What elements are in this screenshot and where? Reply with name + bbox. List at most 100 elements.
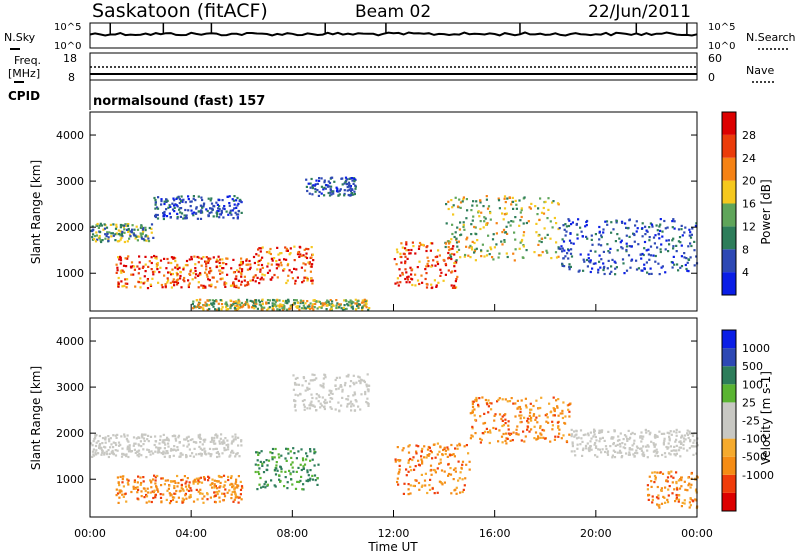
heatmap-cell <box>561 409 564 412</box>
heatmap-cell <box>312 379 315 382</box>
heatmap-cell <box>247 306 250 309</box>
heatmap-cell <box>668 452 671 455</box>
heatmap-cell <box>163 215 166 218</box>
heatmap-cell <box>150 261 153 265</box>
heatmap-cell <box>344 176 348 179</box>
heatmap-cell <box>127 479 130 482</box>
heatmap-cell <box>204 286 207 289</box>
heatmap-cell <box>497 398 500 401</box>
heatmap-cell <box>439 274 442 277</box>
heatmap-cell <box>330 185 333 188</box>
heatmap-cell <box>135 225 138 228</box>
heatmap-cell <box>180 200 183 203</box>
heatmap-cell <box>208 299 211 302</box>
heatmap-cell <box>336 187 339 190</box>
heatmap-cell <box>485 401 488 405</box>
heatmap-cell <box>100 240 103 244</box>
heatmap-cell <box>611 456 614 459</box>
heatmap-cell <box>361 305 364 308</box>
heatmap-cell <box>136 450 139 454</box>
heatmap-cell <box>474 259 477 262</box>
heatmap-cell <box>583 260 586 263</box>
heatmap-cell <box>185 497 188 500</box>
heatmap-cell <box>540 396 543 399</box>
heatmap-cell <box>439 461 442 464</box>
heatmap-cell <box>187 489 190 492</box>
heatmap-cell <box>117 276 120 280</box>
heatmap-cell <box>632 442 636 445</box>
heatmap-cell <box>300 468 303 472</box>
heatmap-cell <box>361 306 364 309</box>
heatmap-cell <box>332 192 335 195</box>
heatmap-cell <box>101 437 105 440</box>
heatmap-cell <box>514 216 517 219</box>
heatmap-cell <box>232 281 235 284</box>
heatmap-cell <box>625 234 628 237</box>
heatmap-cell <box>647 498 650 501</box>
heatmap-cell <box>520 399 523 402</box>
heatmap-cell <box>315 179 318 182</box>
heatmap-cell <box>352 182 355 185</box>
heatmap-cell <box>343 308 346 311</box>
heatmap-cell <box>110 232 113 235</box>
heatmap-cell <box>275 305 278 308</box>
y-tick-label: 1000 <box>56 473 84 486</box>
heatmap-cell <box>571 221 574 224</box>
heatmap-cell <box>559 412 562 415</box>
heatmap-cell <box>624 443 627 446</box>
heatmap-cell <box>612 436 615 439</box>
heatmap-cell <box>95 224 98 227</box>
heatmap-cell <box>173 485 176 488</box>
heatmap-cell <box>666 498 669 501</box>
heatmap-cell <box>293 245 296 248</box>
heatmap-cell <box>450 284 453 287</box>
heatmap-cell <box>232 438 235 441</box>
heatmap-cell <box>218 216 221 219</box>
heatmap-cell <box>317 400 320 403</box>
heatmap-cell <box>353 180 356 183</box>
heatmap-cell <box>352 301 355 304</box>
heatmap-cell <box>653 445 656 448</box>
heatmap-cell <box>149 283 152 286</box>
heatmap-cell <box>505 437 508 440</box>
heatmap-cell <box>237 301 240 305</box>
heatmap-cell <box>114 233 117 236</box>
heatmap-cell <box>433 443 436 446</box>
heatmap-cell <box>651 471 654 474</box>
heatmap-cell <box>553 216 556 220</box>
velocity-colorbar-segment <box>722 330 736 349</box>
power-colorbar-segment <box>722 203 736 227</box>
heatmap-cell <box>270 263 273 266</box>
heatmap-cell <box>362 301 365 304</box>
heatmap-cell <box>569 265 572 268</box>
heatmap-cell <box>186 445 189 448</box>
heatmap-cell <box>137 443 140 446</box>
heatmap-cell <box>568 410 571 413</box>
heatmap-cell <box>446 455 449 458</box>
heatmap-cell <box>177 434 181 437</box>
heatmap-cell <box>227 445 230 448</box>
heatmap-cell <box>610 265 613 268</box>
heatmap-cell <box>176 212 179 215</box>
heatmap-cell <box>268 299 272 302</box>
heatmap-cell <box>223 207 226 211</box>
heatmap-cell <box>353 409 357 412</box>
heatmap-cell <box>677 500 680 503</box>
heatmap-cell <box>364 304 367 307</box>
heatmap-cell <box>212 276 215 279</box>
heatmap-cell <box>189 454 192 457</box>
heatmap-cell <box>155 486 158 489</box>
heatmap-cell <box>688 501 691 504</box>
heatmap-cell <box>219 272 222 275</box>
heatmap-cell <box>687 245 690 248</box>
heatmap-cell <box>289 473 292 476</box>
heatmap-cell <box>219 437 222 440</box>
heatmap-cell <box>119 234 122 237</box>
heatmap-cell <box>122 264 126 267</box>
heatmap-cell <box>117 281 120 284</box>
heatmap-cell <box>201 198 204 202</box>
heatmap-cell <box>214 442 217 445</box>
heatmap-cell <box>325 184 328 187</box>
heatmap-cell <box>104 233 107 236</box>
heatmap-cell <box>312 308 315 311</box>
